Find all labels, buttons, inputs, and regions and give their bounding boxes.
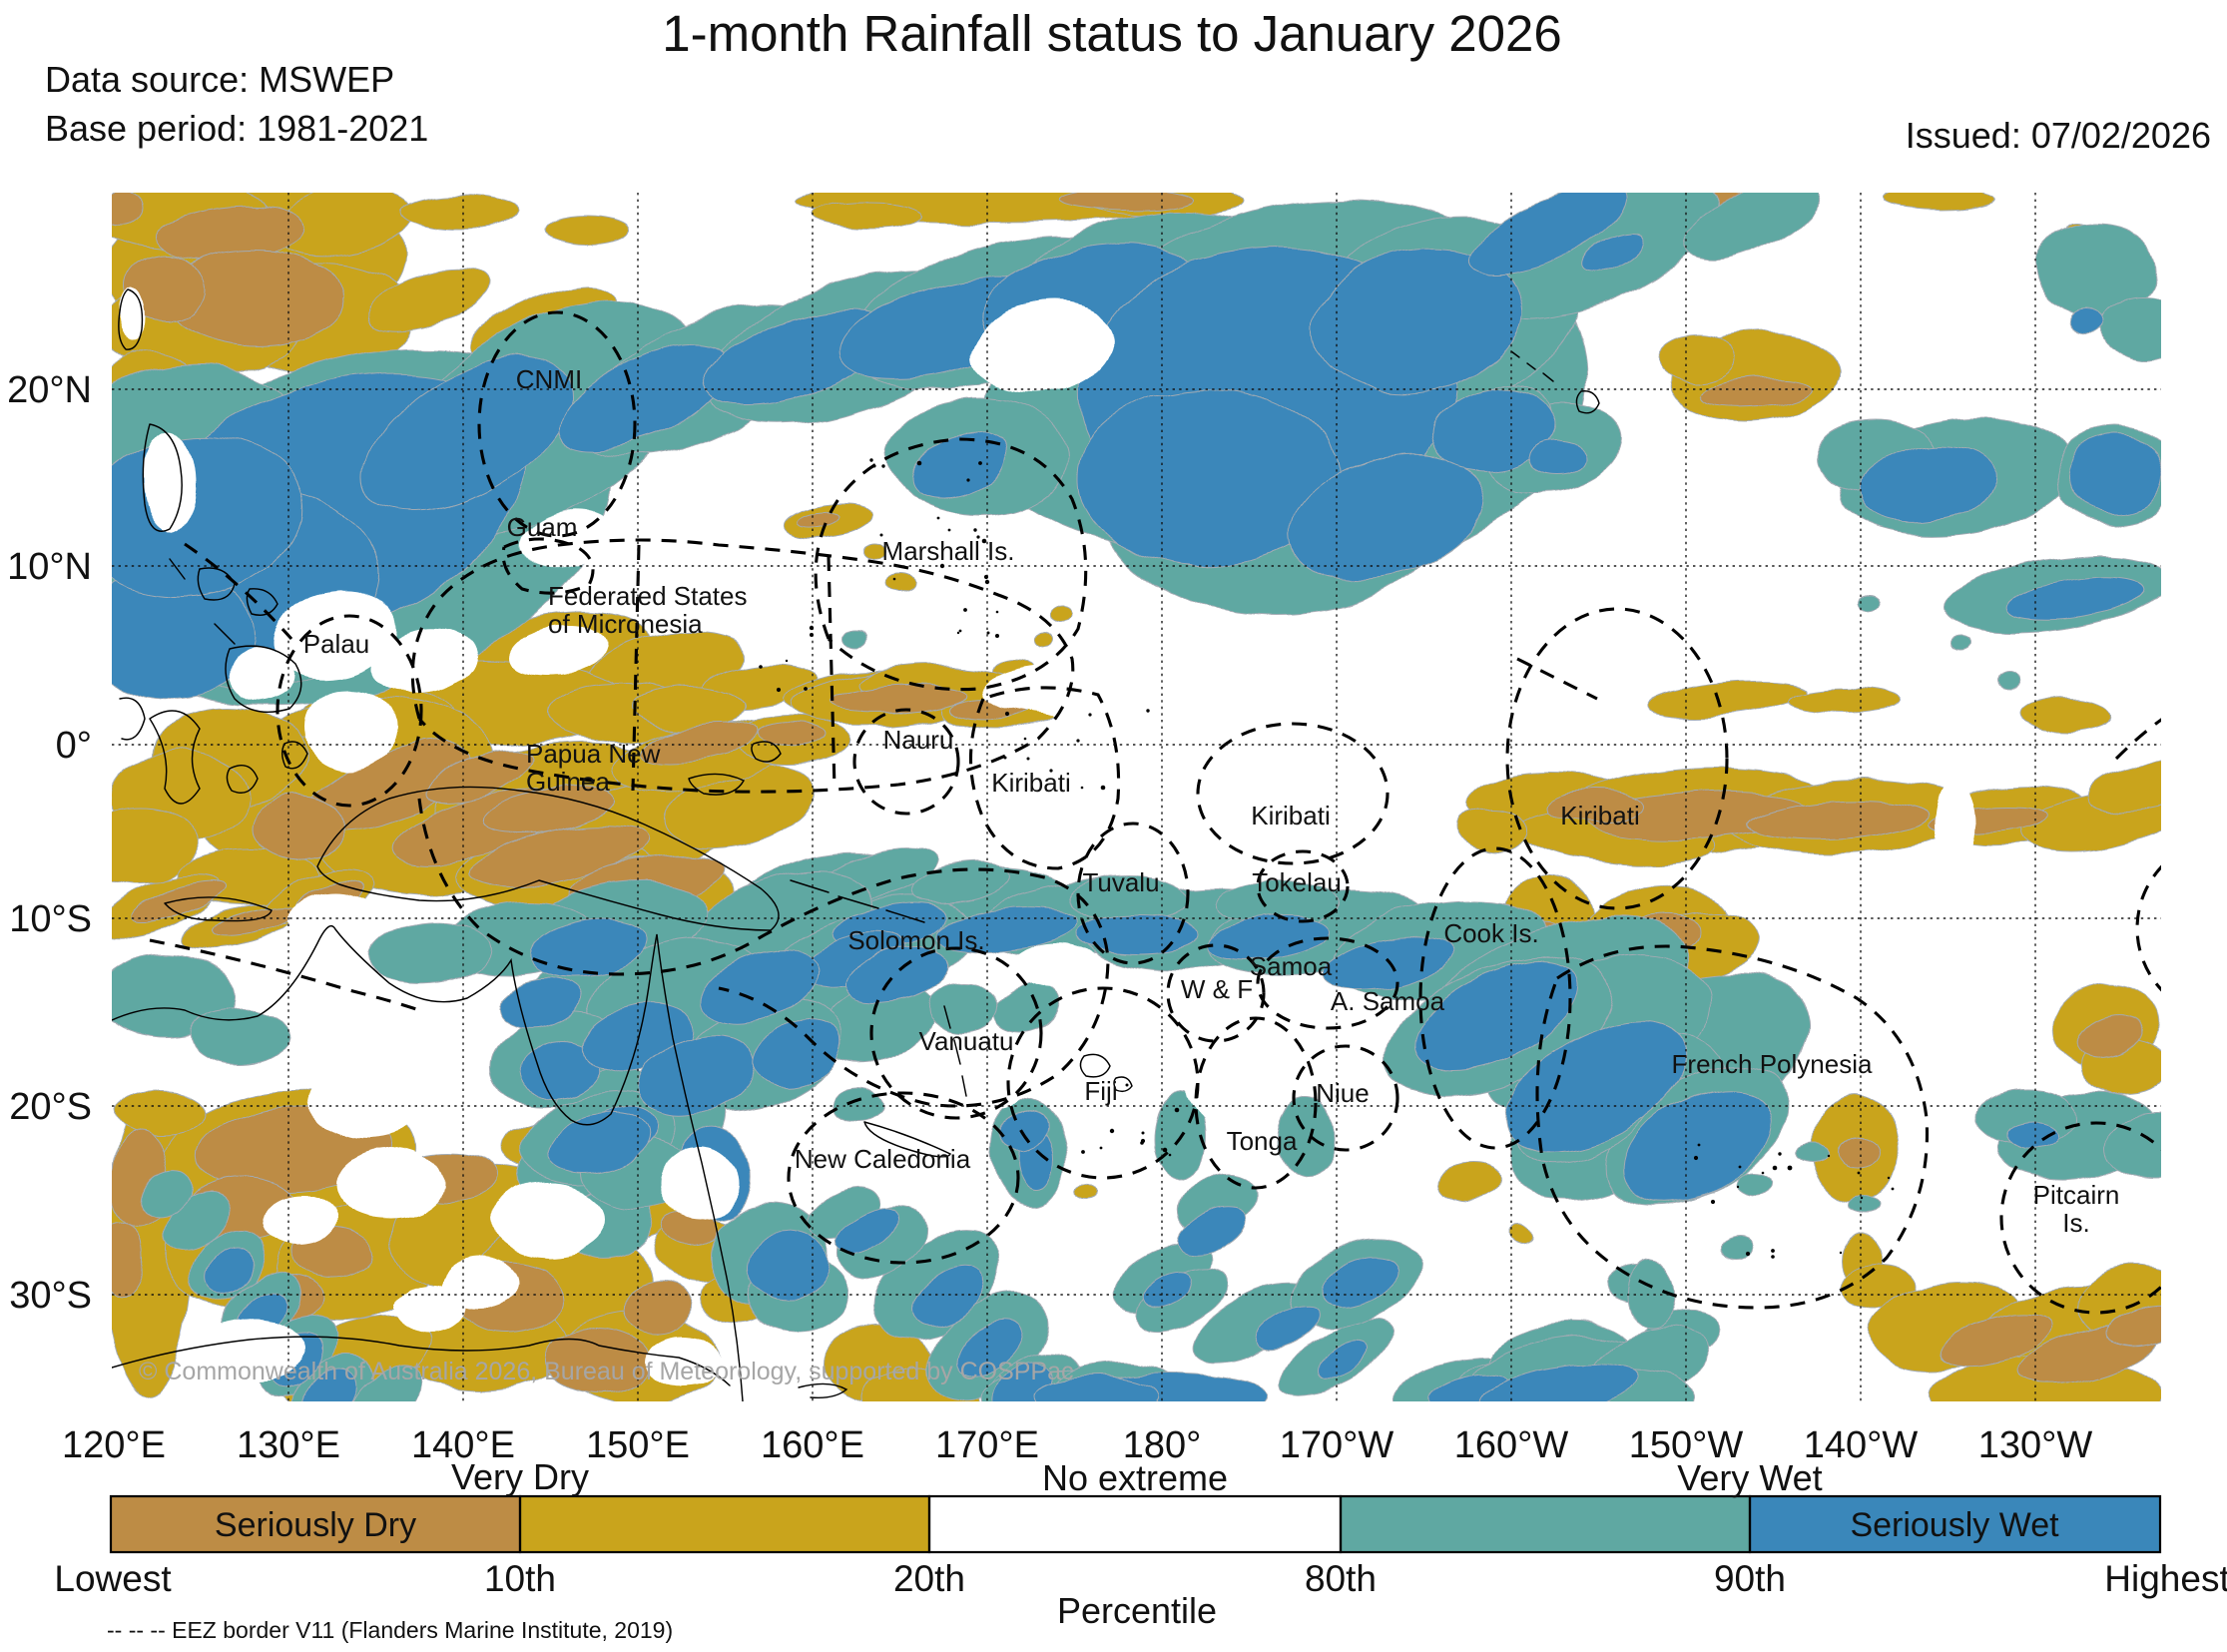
- svg-text:Nauru: Nauru: [883, 725, 954, 755]
- svg-text:30°S: 30°S: [9, 1275, 92, 1317]
- svg-text:Percentile: Percentile: [1057, 1590, 1217, 1631]
- svg-text:Guam: Guam: [507, 512, 578, 542]
- svg-text:Kiribati: Kiribati: [1251, 801, 1330, 830]
- svg-text:20°N: 20°N: [7, 369, 92, 411]
- svg-text:Papua New: Papua New: [526, 739, 661, 769]
- svg-text:CNMI: CNMI: [516, 364, 582, 394]
- svg-text:Tokelau: Tokelau: [1252, 867, 1342, 897]
- svg-text:120°E: 120°E: [62, 1424, 166, 1466]
- svg-text:Tonga: Tonga: [1227, 1126, 1298, 1156]
- svg-text:Issued: 07/02/2026: Issued: 07/02/2026: [1906, 115, 2211, 156]
- svg-text:Cook Is.: Cook Is.: [1443, 918, 1538, 948]
- svg-text:Vanuatu: Vanuatu: [919, 1026, 1014, 1056]
- svg-text:90th: 90th: [1714, 1558, 1786, 1599]
- svg-text:150°E: 150°E: [586, 1424, 690, 1466]
- svg-text:Highest: Highest: [2104, 1558, 2227, 1599]
- svg-text:80th: 80th: [1305, 1558, 1377, 1599]
- svg-text:Guinea: Guinea: [526, 767, 610, 797]
- svg-text:A. Samoa: A. Samoa: [1331, 986, 1445, 1016]
- svg-text:10°S: 10°S: [9, 898, 92, 940]
- svg-text:Very Wet: Very Wet: [1677, 1457, 1822, 1498]
- svg-text:Very Dry: Very Dry: [451, 1456, 589, 1497]
- svg-text:1-month Rainfall status to Jan: 1-month Rainfall status to January 2026: [662, 5, 1562, 62]
- svg-text:New Caledonia: New Caledonia: [795, 1144, 971, 1174]
- svg-text:Kiribati: Kiribati: [1560, 801, 1639, 830]
- svg-text:Kiribati: Kiribati: [991, 768, 1070, 798]
- svg-text:140°E: 140°E: [411, 1424, 515, 1466]
- svg-text:Seriously Dry: Seriously Dry: [215, 1506, 416, 1544]
- svg-text:Federated States: Federated States: [548, 581, 747, 611]
- svg-text:Is.: Is.: [2062, 1208, 2089, 1238]
- svg-text:130°E: 130°E: [237, 1424, 340, 1466]
- svg-text:Pitcairn: Pitcairn: [2033, 1180, 2120, 1210]
- svg-text:W & F: W & F: [1181, 974, 1253, 1004]
- svg-text:180°: 180°: [1123, 1424, 1202, 1466]
- svg-text:130°W: 130°W: [1978, 1424, 2093, 1466]
- svg-text:160°W: 160°W: [1454, 1424, 1569, 1466]
- svg-text:Tuvalu: Tuvalu: [1082, 867, 1159, 897]
- svg-text:150°W: 150°W: [1629, 1424, 1744, 1466]
- svg-text:Data source: MSWEP: Data source: MSWEP: [45, 59, 394, 100]
- svg-text:Niue: Niue: [1316, 1078, 1369, 1108]
- svg-text:Palau: Palau: [303, 629, 370, 659]
- svg-text:20th: 20th: [893, 1558, 965, 1599]
- svg-text:of Micronesia: of Micronesia: [548, 609, 703, 639]
- svg-text:170°W: 170°W: [1280, 1424, 1394, 1466]
- svg-text:Marshall Is.: Marshall Is.: [882, 536, 1015, 566]
- svg-text:No extreme: No extreme: [1042, 1457, 1228, 1498]
- svg-text:Base period: 1981-2021: Base period: 1981-2021: [45, 108, 428, 149]
- svg-text:170°E: 170°E: [935, 1424, 1039, 1466]
- svg-text:Solomon Is.: Solomon Is.: [847, 925, 984, 955]
- svg-text:20°S: 20°S: [9, 1086, 92, 1128]
- svg-text:160°E: 160°E: [761, 1424, 864, 1466]
- svg-text:0°: 0°: [56, 725, 92, 767]
- svg-text:Seriously Wet: Seriously Wet: [1850, 1506, 2059, 1544]
- svg-text:Samoa: Samoa: [1250, 951, 1333, 981]
- svg-text:Lowest: Lowest: [54, 1558, 172, 1599]
- svg-text:10th: 10th: [484, 1558, 556, 1599]
- svg-text:© Commonwealth of Australia 20: © Commonwealth of Australia 2026, Bureau…: [139, 1358, 1074, 1385]
- svg-text:Fiji: Fiji: [1084, 1076, 1117, 1106]
- svg-text:10°N: 10°N: [7, 546, 92, 588]
- svg-text:French Polynesia: French Polynesia: [1672, 1049, 1873, 1079]
- svg-text:-- -- -- EEZ border V11 (Fland: -- -- -- EEZ border V11 (Flanders Marine…: [107, 1617, 673, 1643]
- svg-text:140°W: 140°W: [1804, 1424, 1919, 1466]
